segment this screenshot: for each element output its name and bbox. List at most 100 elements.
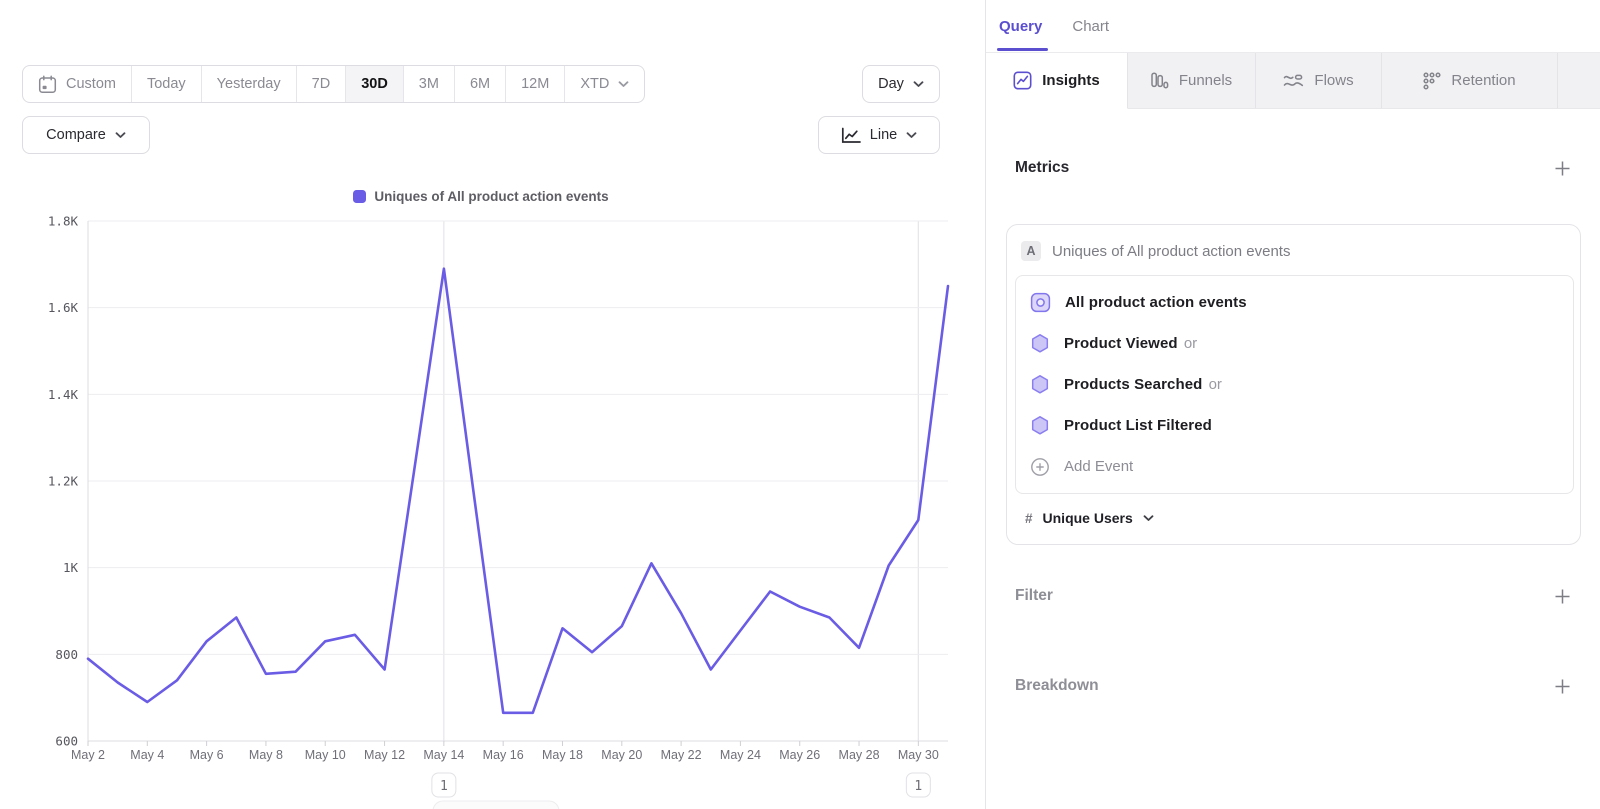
x-axis-label: May 26 bbox=[779, 748, 820, 762]
y-axis-label: 1K bbox=[63, 560, 79, 575]
event-name: Product Viewed or bbox=[1064, 335, 1198, 352]
range-button-3m[interactable]: 3M bbox=[404, 66, 455, 102]
metric-card: A Uniques of All product action events A… bbox=[1006, 224, 1581, 545]
flows-icon bbox=[1283, 73, 1304, 89]
query-panel: Query Chart Insights Funnels Flows Retentio… bbox=[985, 0, 1600, 809]
chevron-down-icon bbox=[913, 80, 924, 88]
tab-strip-filler bbox=[1558, 53, 1600, 109]
tab-label: Funnels bbox=[1178, 72, 1233, 89]
compare-button[interactable]: Compare bbox=[22, 116, 150, 154]
metrics-heading: Metrics bbox=[1015, 159, 1070, 176]
range-label: 3M bbox=[418, 76, 439, 92]
metric-title: Uniques of All product action events bbox=[1052, 242, 1291, 260]
range-label: Today bbox=[146, 76, 186, 92]
range-label: Custom bbox=[66, 76, 116, 92]
chevron-down-icon bbox=[1143, 514, 1154, 522]
breakdown-section: Breakdown bbox=[1015, 677, 1570, 695]
annotation-badge[interactable]: 1 bbox=[905, 772, 931, 798]
event-row[interactable]: Product List Filtered bbox=[1016, 405, 1573, 446]
report-type-tabs: Insights Funnels Flows Retention bbox=[986, 52, 1600, 109]
x-axis-label: May 6 bbox=[190, 748, 224, 762]
event-row[interactable]: Products Searched or bbox=[1016, 364, 1573, 405]
metrics-section-header: Metrics bbox=[1015, 159, 1570, 177]
event-name: All product action events bbox=[1065, 294, 1247, 311]
range-label: XTD bbox=[580, 76, 610, 92]
add-event-button[interactable]: Add Event bbox=[1016, 446, 1573, 487]
tab-query[interactable]: Query bbox=[996, 0, 1049, 52]
event-row[interactable]: Product Viewed or bbox=[1016, 323, 1573, 364]
event-hexagon-icon bbox=[1030, 374, 1050, 395]
range-button-30d[interactable]: 30D bbox=[346, 66, 404, 102]
measurement-label: Unique Users bbox=[1042, 510, 1133, 526]
tab-funnels[interactable]: Funnels bbox=[1128, 53, 1256, 109]
chevron-down-icon bbox=[115, 131, 126, 139]
svg-text:1: 1 bbox=[440, 779, 448, 794]
range-label: 7D bbox=[311, 76, 331, 92]
filter-section: Filter bbox=[1015, 587, 1570, 605]
y-axis-label: 1.4K bbox=[48, 387, 79, 402]
add-breakdown-button[interactable] bbox=[1555, 679, 1570, 694]
range-button-yesterday[interactable]: Yesterday bbox=[202, 66, 297, 102]
breakdown-heading: Breakdown bbox=[1015, 677, 1099, 694]
range-label: Yesterday bbox=[216, 76, 281, 92]
metric-header[interactable]: A Uniques of All product action events bbox=[1007, 225, 1580, 275]
x-axis-label: May 2 bbox=[71, 748, 105, 762]
number-symbol-icon: # bbox=[1025, 510, 1033, 526]
or-connector: or bbox=[1179, 335, 1198, 352]
chart-type-button[interactable]: Line bbox=[818, 116, 940, 154]
x-axis-label: May 18 bbox=[542, 748, 583, 762]
granularity-button[interactable]: Day bbox=[862, 65, 940, 103]
series-line bbox=[86, 267, 950, 715]
add-filter-button[interactable] bbox=[1555, 589, 1570, 604]
x-axis-label: May 20 bbox=[601, 748, 642, 762]
x-axis-label: May 4 bbox=[130, 748, 164, 762]
chart-type-label: Line bbox=[869, 127, 898, 143]
range-button-7d[interactable]: 7D bbox=[297, 66, 347, 102]
event-row[interactable]: All product action events bbox=[1016, 282, 1573, 323]
legend-series-label: Uniques of All product action events bbox=[374, 189, 609, 204]
granularity-label: Day bbox=[878, 76, 904, 92]
range-button-custom[interactable]: Custom bbox=[23, 66, 132, 102]
tab-label: Retention bbox=[1451, 72, 1516, 89]
event-name: Product List Filtered bbox=[1064, 417, 1212, 434]
tab-chart-label: Chart bbox=[1072, 17, 1110, 35]
filter-heading: Filter bbox=[1015, 587, 1053, 604]
x-axis-label: May 14 bbox=[423, 748, 464, 762]
range-button-12m[interactable]: 12M bbox=[506, 66, 566, 102]
tab-flows[interactable]: Flows bbox=[1256, 53, 1382, 109]
add-metric-button[interactable] bbox=[1555, 161, 1570, 176]
range-button-xtd[interactable]: XTD bbox=[565, 66, 644, 102]
insights-icon bbox=[1013, 71, 1032, 90]
events-list: All product action events Product Viewed … bbox=[1015, 275, 1574, 494]
range-label: 6M bbox=[469, 76, 491, 92]
event-hexagon-icon bbox=[1030, 415, 1050, 436]
compare-label: Compare bbox=[46, 127, 106, 143]
tab-query-label: Query bbox=[999, 17, 1043, 35]
measurement-selector[interactable]: # Unique Users bbox=[1025, 510, 1566, 526]
tab-chart[interactable]: Chart bbox=[1072, 0, 1109, 52]
x-axis-label: May 12 bbox=[364, 748, 405, 762]
tab-label: Insights bbox=[1042, 72, 1100, 89]
chart-legend: Uniques of All product action events bbox=[0, 189, 962, 204]
annotation-badge[interactable]: 1 bbox=[431, 772, 457, 798]
annotation-popup-partial bbox=[432, 800, 560, 809]
event-hexagon-icon bbox=[1030, 333, 1050, 354]
tab-retention[interactable]: Retention bbox=[1382, 53, 1558, 109]
add-event-label: Add Event bbox=[1064, 458, 1134, 475]
y-axis-label: 800 bbox=[55, 647, 78, 662]
range-button-today[interactable]: Today bbox=[132, 66, 202, 102]
y-axis-label: 600 bbox=[55, 734, 78, 749]
x-axis-label: May 28 bbox=[839, 748, 880, 762]
x-axis-label: May 30 bbox=[898, 748, 939, 762]
tab-insights[interactable]: Insights bbox=[986, 53, 1128, 109]
calendar-icon bbox=[38, 74, 57, 94]
tab-label: Flows bbox=[1314, 72, 1354, 89]
metric-letter-badge: A bbox=[1021, 241, 1041, 261]
line-chart-icon bbox=[841, 127, 861, 144]
retention-icon bbox=[1423, 71, 1441, 90]
y-axis-label: 1.6K bbox=[48, 300, 79, 315]
range-button-6m[interactable]: 6M bbox=[455, 66, 507, 102]
x-axis-label: May 22 bbox=[661, 748, 702, 762]
